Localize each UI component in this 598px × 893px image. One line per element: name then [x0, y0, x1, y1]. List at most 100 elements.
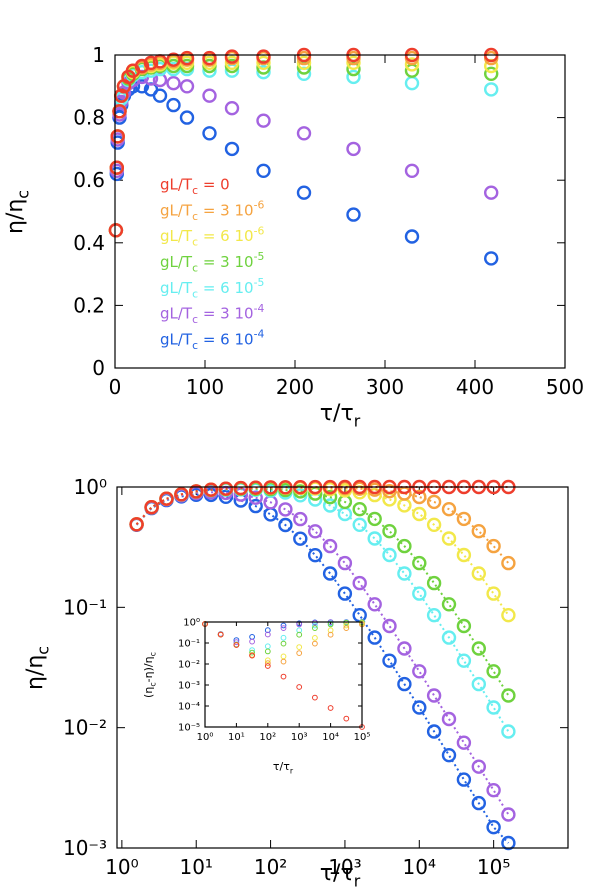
marker — [426, 575, 442, 591]
plot: 10⁰ 10¹ 10² 10³ 10⁴ 10⁵ 10⁻⁵ 10⁻⁴ 10⁻³ 10⁻² 10⁻¹ 10… — [142, 618, 370, 776]
marker — [404, 229, 420, 244]
label-part: r — [354, 872, 361, 891]
marker — [441, 531, 457, 546]
x-tick-label: 10⁰ — [105, 855, 138, 879]
marker — [426, 494, 442, 510]
marker — [217, 631, 224, 638]
marker — [337, 555, 353, 571]
marker — [264, 660, 271, 666]
marker — [264, 648, 271, 655]
marker — [486, 538, 501, 554]
marker — [456, 511, 472, 527]
marker — [202, 88, 217, 103]
label-part: -4 — [254, 302, 265, 315]
marker — [312, 635, 318, 641]
marker — [426, 724, 442, 739]
legend-entry: gL/Tc = 3 10-6 — [160, 199, 264, 223]
marker — [426, 688, 442, 703]
label-part: -6 — [254, 224, 265, 237]
label-part: gL/T — [160, 227, 193, 245]
plot: 10⁰ 10¹ 10² 10³ 10⁴ 10⁵10⁻³10⁻²10⁻¹10⁰τ/τrη/η… — [23, 475, 569, 891]
label-part: = 3 10 — [198, 253, 254, 271]
marker — [426, 517, 442, 532]
marker — [249, 649, 256, 656]
label-part: c — [192, 236, 198, 249]
marker — [144, 500, 159, 515]
marker — [441, 711, 457, 727]
marker — [471, 676, 486, 692]
marker — [412, 555, 427, 571]
marker — [343, 622, 350, 629]
x-tick-label: 10² — [259, 732, 276, 743]
label-part: = 3 10 — [198, 201, 254, 219]
marker — [471, 641, 486, 656]
y-tick-label: 10⁻² — [63, 716, 107, 740]
label-part: c — [148, 652, 157, 656]
marker — [343, 619, 350, 626]
marker — [202, 50, 217, 66]
y-tick-label: 10⁻³ — [63, 836, 107, 860]
marker — [218, 481, 234, 496]
marker — [256, 163, 271, 179]
legend-entry: gL/Tc = 0 — [160, 176, 230, 198]
label-part: gL/T — [160, 279, 193, 297]
label-part: -5 — [254, 276, 265, 289]
y-tick-label: 0 — [92, 356, 105, 380]
y-tick-label: 10⁻¹ — [63, 595, 107, 619]
marker — [367, 511, 382, 527]
marker — [343, 715, 350, 722]
marker — [263, 507, 278, 522]
y-tick-label: 10⁻² — [178, 660, 200, 671]
marker — [296, 185, 312, 200]
marker — [312, 640, 318, 647]
x-tick-label: 10¹ — [179, 855, 212, 879]
marker — [352, 517, 367, 532]
label-part: η/η — [23, 655, 48, 690]
x-tick-label: 0 — [109, 375, 122, 399]
y-tick-label: 0.4 — [73, 231, 105, 255]
marker — [280, 634, 287, 641]
label-part: c — [192, 184, 198, 197]
label-part: gL/T — [160, 201, 193, 219]
marker — [501, 807, 516, 822]
label-part: r — [354, 412, 361, 431]
y-tick-label: 1 — [92, 43, 105, 67]
marker — [278, 517, 293, 533]
marker — [293, 511, 308, 527]
marker — [256, 64, 271, 80]
marker — [264, 657, 271, 664]
marker — [308, 548, 323, 563]
marker — [397, 538, 412, 554]
marker — [256, 113, 271, 128]
y-axis-label: η/ηc — [3, 190, 33, 234]
marker — [280, 640, 287, 647]
marker — [501, 835, 516, 851]
x-tick-label: 10⁵ — [477, 855, 510, 879]
plot-frame — [116, 486, 569, 849]
marker — [134, 58, 150, 74]
marker — [471, 759, 486, 774]
marker — [486, 664, 501, 679]
marker — [166, 52, 181, 67]
x-tick-label: 10⁴ — [403, 855, 436, 879]
series-line — [135, 491, 510, 816]
y-tick-label: 10⁰ — [183, 618, 200, 629]
marker — [343, 625, 350, 631]
marker — [412, 489, 427, 505]
marker — [296, 126, 312, 141]
marker — [278, 502, 293, 517]
label-part: r — [290, 766, 294, 775]
marker — [501, 688, 516, 703]
label-part: = 0 — [198, 176, 230, 194]
marker — [296, 55, 312, 70]
y-tick-label: 0.6 — [73, 168, 105, 192]
label-part: -5 — [254, 250, 265, 263]
marker — [166, 75, 181, 91]
label-part: gL/T — [160, 176, 193, 194]
marker — [456, 618, 472, 634]
marker — [203, 482, 219, 497]
marker — [486, 586, 501, 601]
x-tick-label: 300 — [366, 375, 404, 399]
marker — [322, 538, 338, 554]
plot-frame — [114, 54, 566, 369]
